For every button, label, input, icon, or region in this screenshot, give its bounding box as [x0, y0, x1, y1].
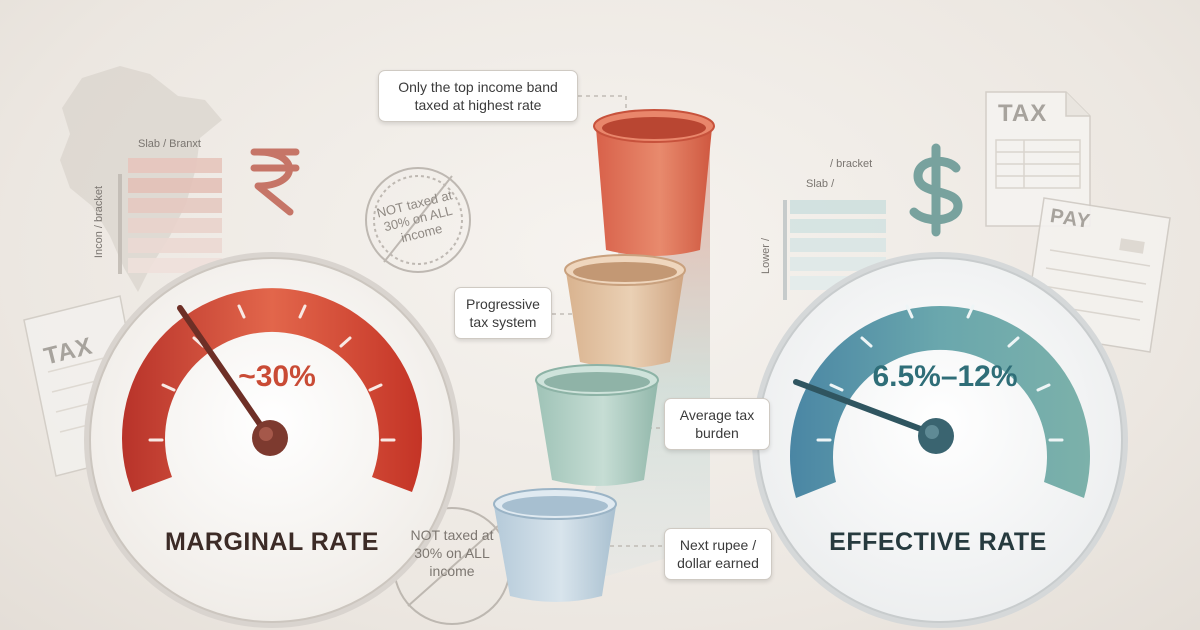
bucket-icon-upper-middle [564, 254, 686, 368]
tax-document-label-right: TAX [998, 100, 1048, 127]
callout-progressive: Progressive tax system [454, 287, 552, 339]
effective-slab-caption-1: / bracket [830, 158, 873, 170]
stamp-icon-upper [365, 167, 471, 273]
callout-average: Average tax burden [664, 398, 770, 450]
effective-rate-value: 6.5%–12% [872, 360, 1018, 393]
right-slab-bars [783, 200, 886, 300]
callout-next-unit: Next rupee / dollar earned [664, 528, 772, 580]
marginal-rate-label: MARGINAL RATE [165, 528, 379, 556]
stamp-text-lower: NOT taxed at 30% on ALL income [410, 527, 494, 579]
tax-document-icon-right [985, 91, 1091, 227]
rupee-icon [250, 148, 300, 216]
bucket-icon-bottom [493, 488, 617, 602]
marginal-axis-caption: Incon / bracket [93, 185, 105, 259]
marginal-needle [177, 305, 271, 439]
marginal-slab-caption: Slab / Branxt [138, 138, 201, 150]
marginal-rate-value: ~30% [238, 360, 316, 393]
effective-axis-caption: Lower / [760, 237, 773, 275]
effective-slab-caption-2: Slab / [806, 178, 835, 190]
dollar-icon [909, 143, 963, 237]
bucket-icon-lower-middle [535, 364, 659, 486]
callout-top-band: Only the top income band taxed at highes… [378, 70, 578, 122]
bucket-icon-top [593, 109, 715, 256]
effective-needle [793, 379, 937, 437]
effective-rate-label: EFFECTIVE RATE [829, 528, 1047, 556]
